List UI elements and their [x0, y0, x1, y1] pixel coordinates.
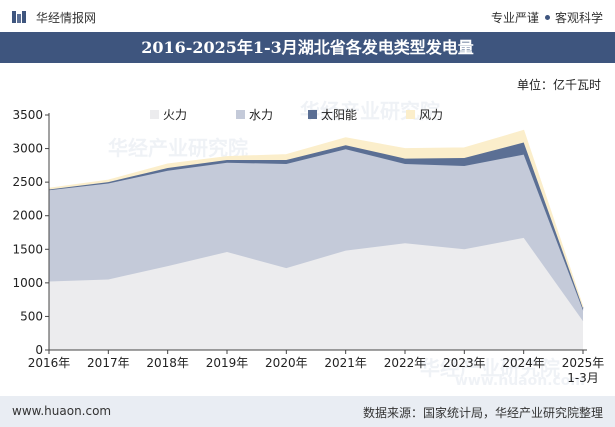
brand-logo-icon: [12, 11, 26, 23]
x-tick-label: 2021年: [324, 356, 367, 370]
slogan-dot-icon: [544, 15, 550, 20]
x-tick-label: 1-3月: [567, 371, 599, 385]
legend-swatch: [150, 110, 159, 119]
legend-item-solar: 太阳能: [308, 106, 357, 123]
legend-swatch: [308, 110, 317, 119]
x-tick-label: 2024年: [502, 356, 545, 370]
legend-label: 太阳能: [321, 108, 358, 122]
series-line-3: [48, 129, 584, 308]
footer: www.huaon.com 数据来源：国家统计局，华经产业研究院整理: [0, 396, 615, 427]
x-tick-label: 2020年: [265, 356, 308, 370]
legend-swatch: [406, 110, 415, 119]
y-tick-label: 3000: [12, 142, 43, 156]
legend-item-hydro: 水力: [236, 106, 273, 123]
slogan-left: 专业严谨: [490, 11, 539, 25]
watermark-text: 华经产业研究院: [108, 136, 248, 160]
series-area-0: [49, 237, 583, 350]
watermark-text: 华经产业研究院: [300, 99, 440, 123]
area-chart: 0 500 1000 1500 2000 2500 3000 3500 2016年 2017年 20…: [12, 108, 605, 385]
chart-title: 2016-2025年1-3月湖北省各发电类型发电量: [141, 38, 474, 57]
footer-source: 数据来源：国家统计局，华经产业研究院整理: [362, 406, 603, 420]
legend-item-thermal: 火力: [150, 106, 187, 123]
legend-item-wind: 风力: [406, 106, 443, 123]
series-area-1: [49, 149, 583, 322]
watermark-text: 华经产业研究院: [420, 356, 560, 380]
x-tick-label: 2025年: [562, 356, 605, 370]
y-tick-label: 2000: [12, 209, 43, 223]
watermark-url: www.huaon.com: [455, 373, 586, 389]
footer-website: www.huaon.com: [12, 404, 112, 418]
top-bar: 华经情报网 专业严谨 客观科学: [0, 0, 615, 32]
x-tick-label: 2017年: [87, 356, 130, 370]
slogan-right: 客观科学: [554, 11, 603, 25]
y-tick-label: 2500: [12, 175, 43, 189]
y-tick-label: 0: [35, 343, 43, 357]
legend-label: 风力: [419, 108, 444, 122]
y-tick-label: 500: [20, 309, 43, 323]
legend-swatch: [236, 110, 245, 119]
title-bar: 2016-2025年1-3月湖北省各发电类型发电量: [0, 32, 615, 63]
brand-name: 华经情报网: [36, 11, 97, 25]
legend-label: 火力: [163, 108, 188, 122]
x-tick-label: 2016年: [28, 356, 71, 370]
x-tick-label: 2022年: [384, 356, 427, 370]
slogan: 专业严谨 客观科学: [491, 9, 603, 26]
y-tick-label: 3500: [12, 108, 43, 122]
x-tick-label: 2019年: [206, 356, 249, 370]
x-tick-label: 2023年: [443, 356, 486, 370]
y-tick-label: 1000: [12, 276, 43, 290]
legend-label: 水力: [249, 108, 274, 122]
x-tick-label: 2018年: [146, 356, 189, 370]
unit-label: 单位：亿千瓦时: [516, 78, 601, 92]
y-tick-label: 1500: [12, 242, 43, 256]
